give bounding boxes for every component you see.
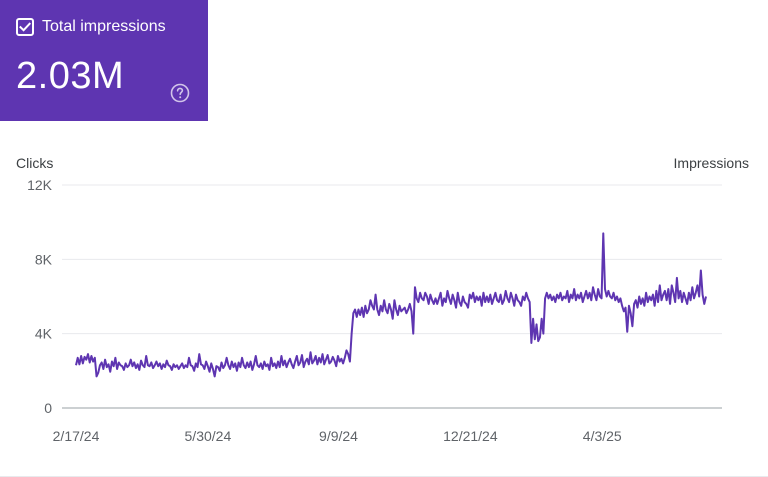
checkbox-checked-icon[interactable] [16, 18, 34, 36]
impressions-series-line[interactable] [75, 232, 707, 378]
x-tick-label: 12/21/24 [443, 428, 498, 444]
y-tick-label: 12K [27, 177, 53, 193]
x-tick-label: 5/30/24 [185, 428, 232, 444]
y-axis-title-impressions: Impressions [673, 155, 749, 171]
x-tick-label: 2/17/24 [53, 428, 100, 444]
y-tick-label: 0 [44, 400, 52, 416]
x-tick-label: 9/9/24 [319, 428, 358, 444]
y-tick-label: 8K [35, 251, 53, 267]
metric-value: 2.03M [16, 55, 125, 97]
y-tick-label: 4K [35, 326, 53, 342]
total-impressions-card[interactable]: Total impressions 2.03M [0, 0, 208, 121]
y-axis-title-clicks: Clicks [16, 155, 54, 171]
metric-label: Total impressions [42, 18, 166, 35]
x-tick-label: 4/3/25 [583, 428, 622, 444]
help-circle-icon[interactable] [170, 83, 190, 103]
